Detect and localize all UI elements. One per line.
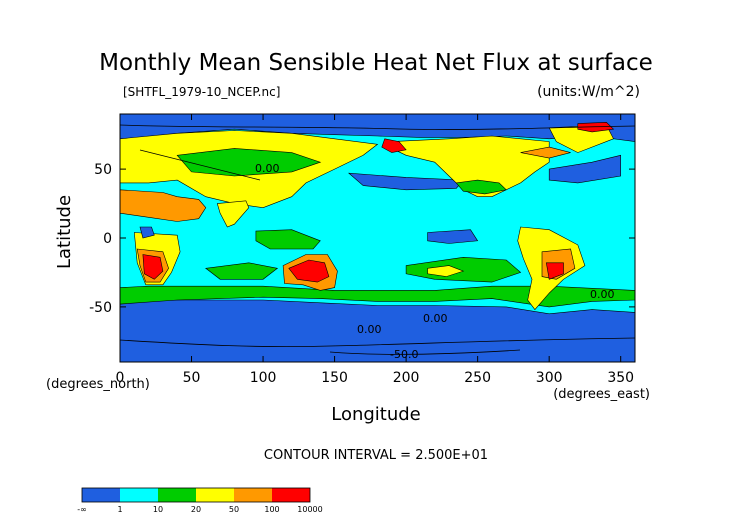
contour-line-4 [139,149,261,181]
y-tick-label: -50 [89,300,112,316]
region-north-atlantic-blue [548,154,622,184]
region-eurasia-green [176,148,322,177]
colorbar-label: 10 [153,505,163,514]
y-unit-label: (degrees_north) [46,377,150,392]
contour-interval-text: CONTOUR INTERVAL = 2.500E+01 [264,448,488,463]
x-tick-label: 250 [464,370,491,386]
x-tick-label: 300 [536,370,563,386]
region-africa-red [142,254,164,280]
contour-labels: 0.00 0.00 0.00 -50.0 0.00 [255,162,615,361]
colorbar-swatch [82,488,120,502]
region-indian-subcontinent [216,200,250,228]
colorbar-swatch [272,488,310,502]
x-tick-label: 0 [116,370,125,386]
x-axis: 0 50 100 150 200 250 300 350 [116,114,634,386]
y-axis-label: Latitude [54,195,75,269]
x-tick-label: 100 [250,370,277,386]
region-sa-red [545,262,564,280]
contour-line-3 [329,349,521,355]
y-axis: 50 0 -50 [89,162,635,316]
colorbar-frame [81,487,311,503]
colorbar-label: 1 [117,505,122,514]
region-south-indian-green [205,262,279,280]
region-siberia-red [381,138,407,153]
region-pacific-warm-pool-blue [427,229,479,244]
region-south-pacific-green [405,256,522,283]
contour-lines [120,124,635,355]
colorbar-label: -∞ [77,505,87,514]
colorbar-swatch [158,488,196,502]
region-indonesia-green [255,229,321,250]
region-southern-ocean-green [120,285,635,308]
contour-line-1 [120,337,635,348]
y-tick-label: 50 [94,162,112,178]
region-na-green [455,179,507,195]
region-south-pacific-yellow [427,265,465,277]
region-north-africa-arabia [120,189,207,222]
colorbar-label: 50 [229,505,239,514]
colorbar-label: 20 [191,505,201,514]
source-label: [SHTFL_1979-10_NCEP.nc] [123,85,280,99]
region-central-africa-blue [139,226,155,239]
region-australia-red [288,259,330,283]
contour-label: 0.00 [423,312,448,325]
x-unit-label: (degrees_east) [553,387,650,402]
colorbar-swatch [234,488,272,502]
colorbar-swatch [196,488,234,502]
heat-flux-regions [120,114,635,362]
region-mid-north-pacific-blue [348,172,464,191]
contour-label: 0.00 [255,162,280,175]
colorbar-label: 10000 [297,505,322,514]
x-tick-label: 200 [393,370,420,386]
x-tick-label: 50 [183,370,201,386]
x-axis-label: Longitude [331,404,421,425]
region-north-america [391,135,550,197]
contour-line-2 [120,124,635,130]
units-label: (units:W/m^2) [537,84,640,100]
map-plot-area: 0.00 0.00 0.00 -50.0 0.00 [119,113,636,363]
contour-label: 0.00 [357,323,382,336]
region-na-orange [520,146,571,159]
contour-label: -50.0 [390,348,418,361]
x-tick-label: 350 [607,370,634,386]
x-tick-label: 150 [321,370,348,386]
y-tick-label: 0 [103,231,112,247]
colorbar-label: 100 [264,505,279,514]
colorbar-swatch [120,488,158,502]
colorbar: -∞ 1 10 20 50 100 10000 [77,487,323,514]
contour-label: 0.00 [590,288,615,301]
chart-title: Monthly Mean Sensible Heat Net Flux at s… [99,50,653,76]
